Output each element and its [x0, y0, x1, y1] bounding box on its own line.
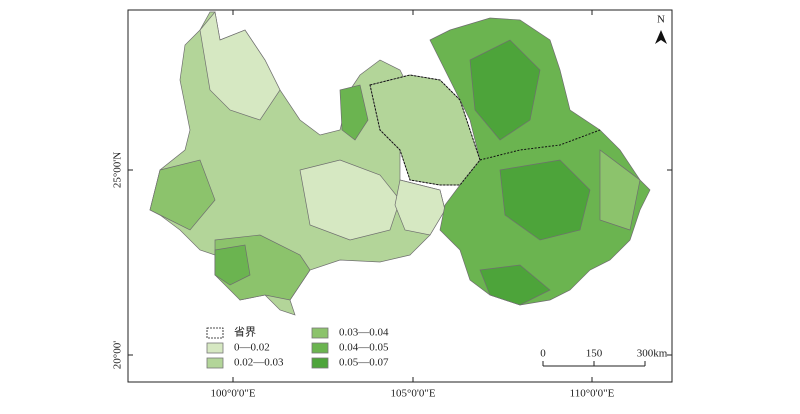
- north-arrow-icon: [655, 30, 667, 44]
- legend: 省界 0—0.02 0.02—0.03 0.03—0.04 0.04—0.05 0.05—…: [206, 326, 389, 369]
- map-regions: [149, 11, 651, 316]
- region: [469, 39, 541, 141]
- legend-label: 0—0.02: [234, 342, 270, 354]
- legend-swatch: [206, 357, 224, 369]
- legend-label: 0.04—0.05: [339, 342, 389, 354]
- ticks: [128, 10, 672, 382]
- legend-swatch: [311, 357, 329, 369]
- region: [199, 11, 281, 121]
- region: [214, 244, 251, 286]
- legend-swatch: [311, 327, 329, 339]
- legend-label: 0.03—0.04: [339, 327, 389, 339]
- legend-label: 省界: [234, 326, 256, 339]
- y-label: 25°00'N: [112, 152, 124, 188]
- scale-bar: [542, 361, 646, 367]
- scale-label: 300km: [637, 348, 668, 360]
- region: [479, 264, 551, 306]
- north-arrow: N: [655, 14, 667, 44]
- legend-label: 0.02—0.03: [234, 357, 284, 369]
- region: [499, 159, 591, 241]
- legend-swatch: [311, 342, 329, 354]
- scale-label: 0: [540, 348, 546, 360]
- x-label: 100°0'0"E: [210, 388, 255, 400]
- y-label: 20°00': [112, 341, 124, 369]
- region: [149, 159, 216, 231]
- x-label: 105°0'0"E: [390, 388, 435, 400]
- region: [599, 149, 641, 231]
- region: [394, 179, 446, 236]
- scale-label: 150: [586, 348, 603, 360]
- region: [299, 159, 401, 241]
- legend-swatch: [206, 342, 224, 354]
- province-border: [369, 74, 601, 186]
- x-label: 110°0'0"E: [570, 388, 615, 400]
- region: [339, 84, 369, 141]
- legend-label: 0.05—0.07: [339, 357, 389, 369]
- legend-swatch: [206, 327, 224, 339]
- north-label: N: [657, 14, 665, 26]
